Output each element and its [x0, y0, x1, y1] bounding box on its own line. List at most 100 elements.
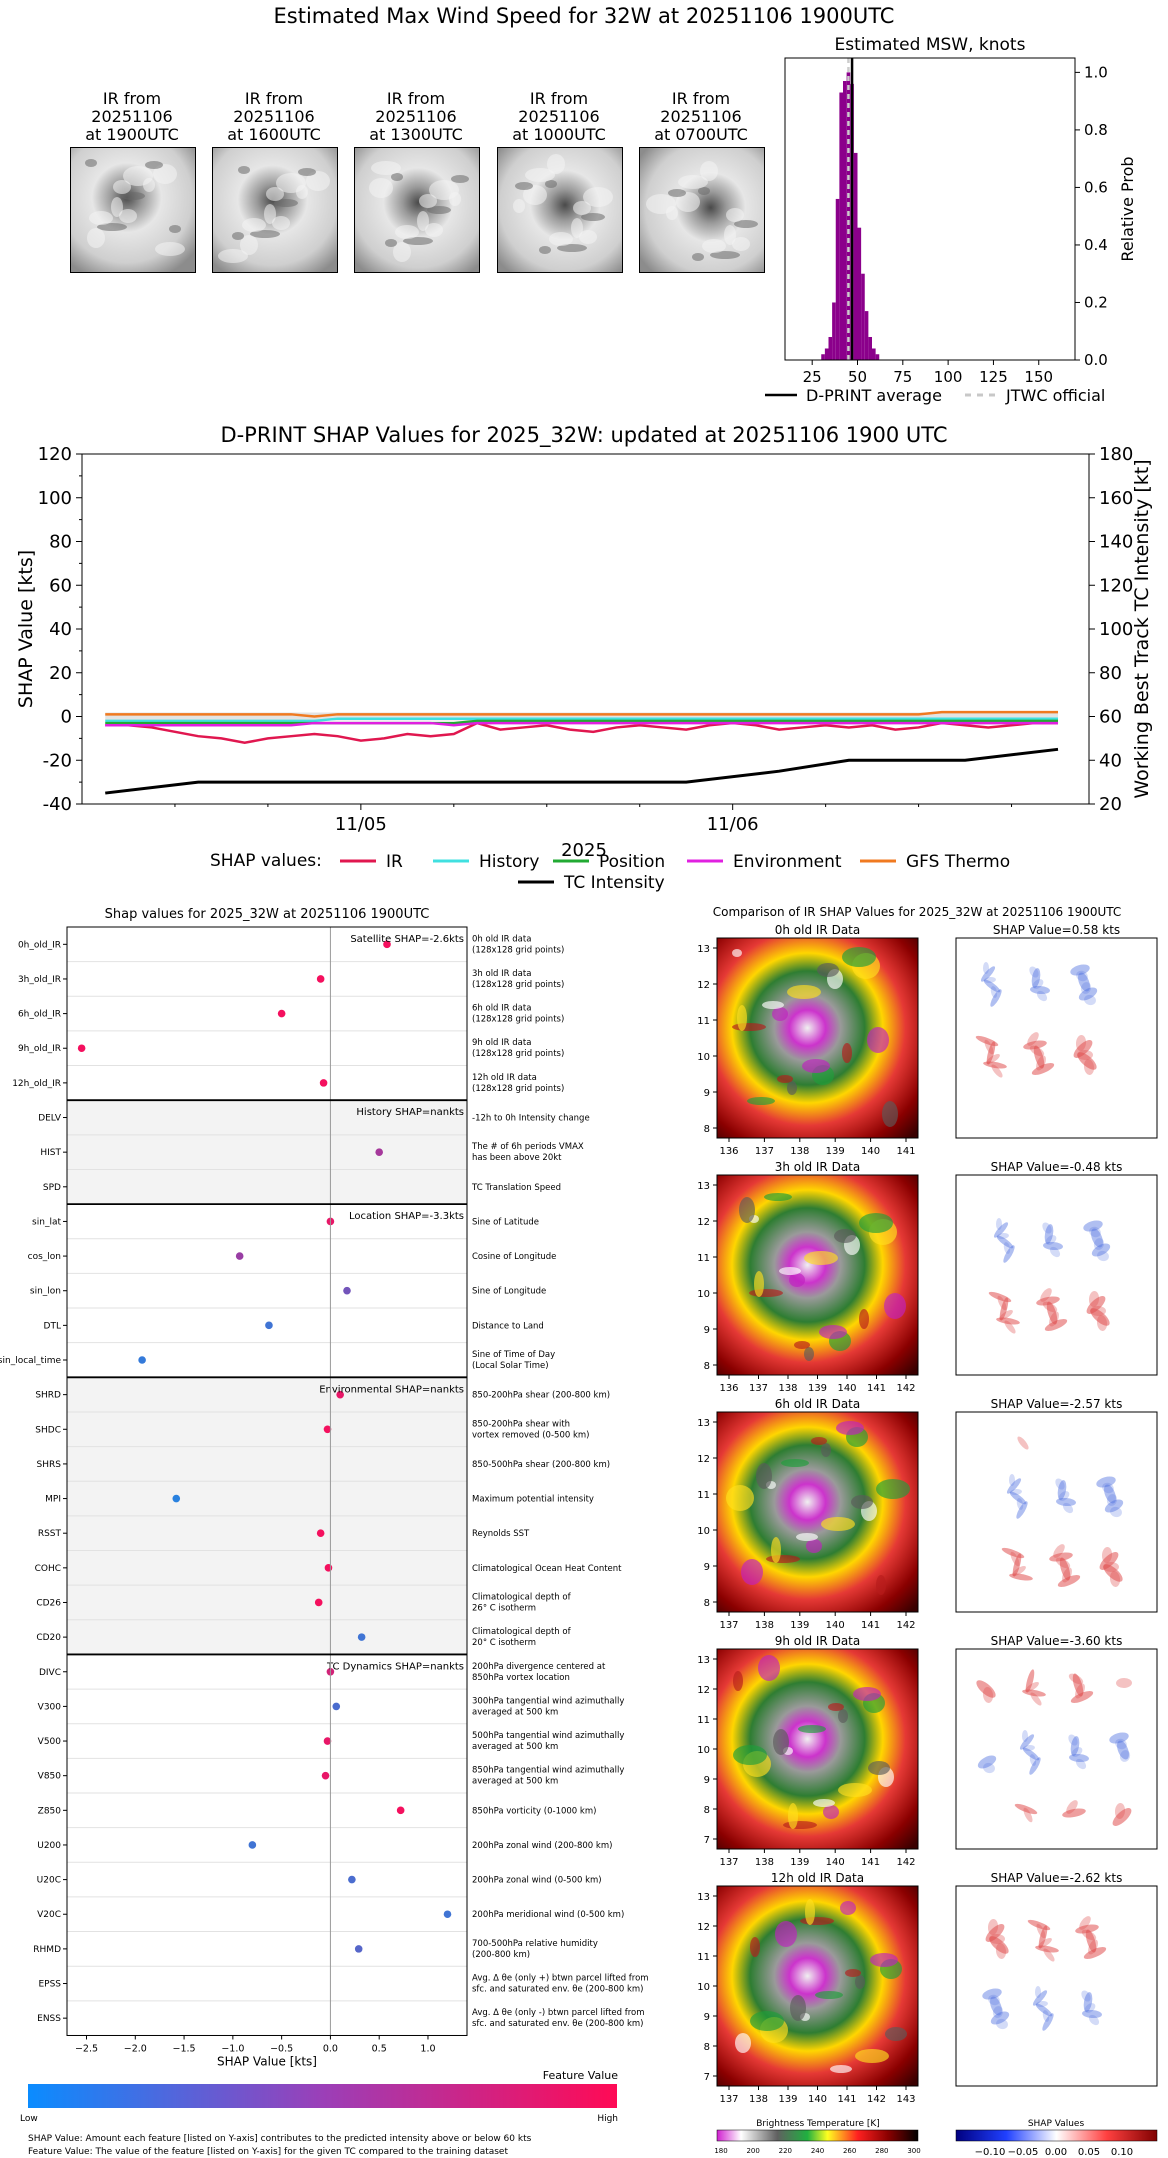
- shap-colorbar-tick-label: −0.05: [1008, 2147, 1039, 2158]
- shap-map: [955, 1885, 1158, 2087]
- ir-thumbnail-label-line: 20251106: [233, 107, 315, 126]
- ir-cloud-texture: [232, 232, 244, 240]
- ir-cloud-blob: [821, 1517, 855, 1531]
- shap-pattern-blob: [986, 1041, 996, 1065]
- feature-description: averaged at 500 km: [472, 1707, 558, 1717]
- msw-bar: [861, 273, 865, 360]
- left-y-tick-label: 20: [49, 663, 72, 684]
- shap-pattern-blob: [1083, 1220, 1103, 1232]
- ir-x-tick-label: 140: [826, 1620, 845, 1631]
- ir-x-tick-label: 138: [778, 1383, 797, 1394]
- shap-pattern-blob: [984, 976, 996, 984]
- feature-name: sin_lat: [32, 1217, 61, 1227]
- msw-bar: [868, 336, 872, 360]
- feature-name: U200: [37, 1841, 61, 1851]
- ir-cloud-blob: [779, 1267, 801, 1275]
- bt-colorbar-title: Brightness Temperature [K]: [756, 2119, 880, 2129]
- x-tick-label: 11/06: [707, 814, 759, 835]
- left-y-tick-label: 60: [49, 575, 72, 596]
- feature-description: Avg. Δ θe (only +) btwn parcel lifted fr…: [472, 1974, 649, 1984]
- ir-cloud-texture: [523, 185, 547, 205]
- ir-x-tick-label: 137: [719, 2094, 738, 2105]
- shap-pattern-blob: [1116, 1677, 1132, 1689]
- left-y-tick-label: 80: [49, 532, 72, 553]
- feature-name: RSST: [38, 1529, 62, 1539]
- feature-description: vortex removed (0-500 km): [472, 1430, 589, 1440]
- right-y-tick-label: 120: [1099, 575, 1133, 596]
- ir-y-tick-label: 10: [697, 1982, 710, 1993]
- ir-cloud-texture: [155, 242, 185, 256]
- shap-dot: [343, 1286, 351, 1295]
- shap-pattern-blob: [988, 1994, 1000, 2006]
- ir-thumbnail-image: [354, 147, 480, 273]
- ir-y-tick-label: 12: [697, 980, 710, 991]
- series-line-ir: [105, 721, 1059, 745]
- shap-dot: [324, 1564, 333, 1572]
- shap-map: [955, 937, 1158, 1139]
- shap-dot: [316, 975, 325, 983]
- right-y-tick-label: 80: [1099, 663, 1122, 684]
- shap-pattern-blob: [1029, 966, 1039, 978]
- ir-x-tick-label: 139: [808, 1383, 827, 1394]
- ir-cloud-blob: [796, 1533, 818, 1541]
- ir-cloud-blob: [750, 2011, 784, 2031]
- feature-description: 9h old IR data: [472, 1038, 531, 1048]
- ir-x-tick-label: 137: [719, 1857, 738, 1868]
- shap-pattern-blob: [1030, 985, 1050, 995]
- left-y-tick-label: 0: [61, 707, 72, 728]
- ir-cloud-blob: [777, 1075, 793, 1083]
- feature-importance-chart: Shap values for 2025_32W at 20251106 190…: [0, 907, 649, 2157]
- shap-pattern-blob: [1070, 1736, 1080, 1756]
- ir-cloud-blob: [804, 1347, 814, 1361]
- feature-description: 850-200hPa shear with: [472, 1419, 570, 1429]
- left-y-tick-label: 120: [38, 444, 72, 465]
- ir-data-title: 9h old IR Data: [775, 1634, 861, 1648]
- ir-cloud-blob: [855, 2049, 889, 2063]
- ir-y-tick-label: 10: [697, 1526, 710, 1537]
- shap-pattern-blob: [991, 1064, 1003, 1078]
- shap-pattern-blob: [1072, 1673, 1084, 1697]
- shap-pattern-blob: [1049, 1246, 1061, 1258]
- shap-dot: [332, 1702, 341, 1711]
- ir-y-tick-label: 10: [697, 1289, 710, 1300]
- feature-description: -12h to 0h Intensity change: [472, 1114, 590, 1124]
- ir-y-tick-label: 13: [697, 944, 710, 955]
- ir-x-tick-label: 137: [719, 1620, 738, 1631]
- ir-cloud-blob: [766, 1555, 800, 1563]
- feature-name: DIVC: [39, 1668, 61, 1678]
- feature-description: sfc. and saturated env. θe (200-800 km): [472, 2019, 644, 2029]
- msw-x-tick-label: 100: [934, 368, 963, 386]
- ir-cloud-blob: [773, 1729, 789, 1755]
- feature-description: Maximum potential intensity: [472, 1495, 594, 1505]
- shap-pattern-blob: [996, 1218, 1002, 1230]
- shap-pattern-blob: [1058, 1491, 1070, 1501]
- feature-description: averaged at 500 km: [472, 1777, 558, 1787]
- x-tick-label: −0.5: [270, 2043, 293, 2054]
- ir-x-tick-label: 142: [896, 1383, 915, 1394]
- right-y-tick-label: 60: [1099, 707, 1122, 728]
- msw-y-tick-label: 1.0: [1084, 63, 1108, 81]
- left-y-axis-label: SHAP Value [kts]: [15, 550, 37, 708]
- shap-pattern-blob: [1078, 987, 1098, 1001]
- shap-pattern-blob: [983, 979, 1001, 993]
- x-tick-label: 1.0: [420, 2043, 435, 2054]
- ir-y-tick-label: 8: [704, 1805, 710, 1816]
- ir-cloud-texture: [417, 211, 429, 231]
- feature-description: (128x128 grid points): [472, 945, 564, 955]
- ir-cloud-blob: [747, 1097, 775, 1105]
- shap-pattern-blob: [1083, 1992, 1093, 2012]
- group-label: Satellite SHAP=-2.6kts: [350, 934, 464, 945]
- msw-y-axis-label: Relative Prob: [1118, 156, 1137, 261]
- ir-y-tick-label: 8: [704, 2042, 710, 2053]
- ir-x-tick-label: 141: [837, 2094, 856, 2105]
- ir-thumbnail-label-line: 20251106: [518, 107, 600, 126]
- ir-cloud-texture: [264, 204, 276, 224]
- feature-description: Sine of Latitude: [472, 1217, 539, 1227]
- ir-thumbnail-label-line: IR from: [671, 89, 731, 108]
- ir-cloud-blob: [787, 1081, 797, 1095]
- ir-x-tick-label: 142: [896, 1620, 915, 1631]
- msw-bar: [824, 348, 829, 360]
- ir-cloud-texture: [678, 175, 708, 189]
- feature-name: sin_lon: [30, 1287, 61, 1297]
- ir-y-tick-label: 10: [697, 1052, 710, 1063]
